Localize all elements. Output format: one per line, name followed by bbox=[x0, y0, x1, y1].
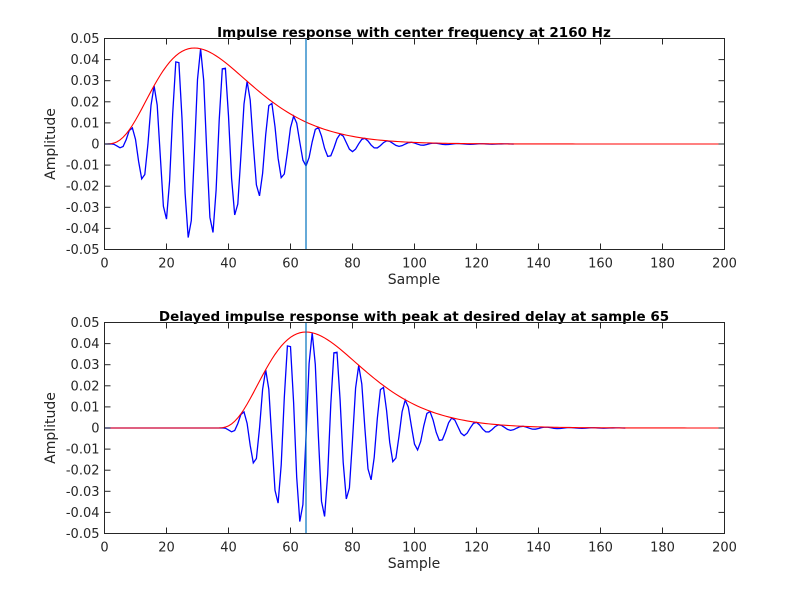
x-tick-label: 100 bbox=[402, 541, 427, 556]
y-tick-label: -0.01 bbox=[66, 443, 100, 458]
plot-lines bbox=[104, 322, 725, 534]
series-delayed-envelope bbox=[104, 331, 725, 429]
x-axis-label: Sample bbox=[388, 556, 441, 572]
y-tick-label: -0.02 bbox=[66, 180, 100, 195]
x-tick-label: 40 bbox=[220, 541, 237, 556]
x-tick-label: 40 bbox=[220, 257, 237, 272]
x-tick-label: 140 bbox=[526, 541, 551, 556]
x-ticks: 0 20 40 60 80 100 120 140 160 180 200 bbox=[100, 38, 737, 272]
x-tick-label: 120 bbox=[464, 257, 489, 272]
y-ticks: 0.05 0.04 0.03 0.02 0.01 0 -0.01 -0.02 -0.03 -0.0… bbox=[66, 32, 725, 258]
y-tick-label: 0.04 bbox=[71, 53, 100, 68]
series-envelope bbox=[104, 47, 725, 145]
x-tick-label: 60 bbox=[282, 541, 299, 556]
y-axis-label: Amplitude bbox=[43, 108, 59, 180]
x-tick-label: 20 bbox=[158, 541, 175, 556]
y-tick-label: -0.01 bbox=[66, 159, 100, 174]
y-tick-label: -0.05 bbox=[66, 527, 100, 542]
chart-title: Impulse response with center frequency a… bbox=[217, 25, 611, 41]
y-tick-label: 0.01 bbox=[71, 116, 100, 131]
y-tick-label: -0.04 bbox=[66, 506, 100, 521]
subplot-impulse-response: Impulse response with center frequency a… bbox=[43, 25, 737, 288]
x-tick-label: 180 bbox=[650, 257, 675, 272]
y-tick-label: -0.03 bbox=[66, 201, 100, 216]
chart-title: Delayed impulse response with peak at de… bbox=[159, 309, 669, 325]
y-tick-label: 0.04 bbox=[71, 337, 100, 352]
x-tick-label: 20 bbox=[158, 257, 175, 272]
y-tick-label: 0.03 bbox=[71, 358, 100, 373]
y-tick-label: 0.05 bbox=[71, 316, 100, 331]
x-tick-label: 140 bbox=[526, 257, 551, 272]
series-impulse-response bbox=[104, 48, 514, 238]
x-tick-label: 120 bbox=[464, 541, 489, 556]
subplot-delayed-impulse-response: Delayed impulse response with peak at de… bbox=[43, 309, 737, 572]
x-tick-label: 160 bbox=[588, 257, 613, 272]
y-tick-label: 0.05 bbox=[71, 32, 100, 47]
x-tick-label: 180 bbox=[650, 541, 675, 556]
y-tick-label: -0.05 bbox=[66, 243, 100, 258]
x-tick-label: 160 bbox=[588, 541, 613, 556]
series-delayed-impulse-response bbox=[104, 332, 626, 522]
y-tick-label: -0.03 bbox=[66, 485, 100, 500]
x-tick-label: 80 bbox=[344, 541, 361, 556]
x-tick-label: 100 bbox=[402, 257, 427, 272]
y-tick-label: 0.02 bbox=[71, 95, 100, 110]
y-tick-label: 0.01 bbox=[71, 400, 100, 415]
y-axis-label: Amplitude bbox=[43, 392, 59, 464]
y-tick-label: 0.03 bbox=[71, 74, 100, 89]
x-tick-label: 0 bbox=[100, 541, 108, 556]
y-tick-label: 0 bbox=[91, 138, 99, 153]
y-tick-label: -0.04 bbox=[66, 222, 100, 237]
y-tick-label: -0.02 bbox=[66, 464, 100, 479]
x-tick-label: 200 bbox=[712, 257, 737, 272]
x-tick-label: 60 bbox=[282, 257, 299, 272]
x-tick-label: 200 bbox=[712, 541, 737, 556]
plot-lines bbox=[104, 38, 725, 250]
y-tick-label: 0.02 bbox=[71, 379, 100, 394]
x-tick-label: 80 bbox=[344, 257, 361, 272]
x-axis-label: Sample bbox=[388, 272, 441, 288]
x-ticks: 0 20 40 60 80 100 120 140 160 180 200 bbox=[100, 322, 737, 556]
x-tick-label: 0 bbox=[100, 257, 108, 272]
y-ticks: 0.05 0.04 0.03 0.02 0.01 0 -0.01 -0.02 -0.03 -0.0… bbox=[66, 316, 725, 542]
y-tick-label: 0 bbox=[91, 422, 99, 437]
